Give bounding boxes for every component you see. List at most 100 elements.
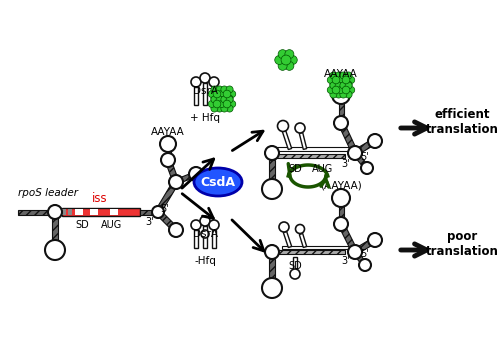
Polygon shape	[52, 212, 58, 242]
Polygon shape	[18, 210, 55, 215]
Polygon shape	[272, 147, 360, 151]
Circle shape	[335, 81, 342, 88]
Bar	[110, 209, 118, 215]
Circle shape	[288, 56, 297, 64]
Polygon shape	[353, 152, 369, 170]
Circle shape	[285, 61, 294, 71]
Polygon shape	[354, 138, 376, 156]
Circle shape	[226, 96, 233, 103]
Ellipse shape	[194, 168, 242, 196]
Circle shape	[211, 96, 218, 103]
Circle shape	[169, 223, 183, 237]
Circle shape	[160, 136, 176, 152]
Polygon shape	[175, 172, 197, 184]
Circle shape	[226, 95, 233, 102]
Circle shape	[152, 206, 164, 218]
Circle shape	[345, 91, 352, 98]
Circle shape	[332, 86, 350, 104]
Circle shape	[48, 205, 62, 219]
Circle shape	[208, 91, 215, 98]
Circle shape	[330, 82, 337, 89]
Circle shape	[191, 220, 201, 230]
Circle shape	[342, 76, 350, 84]
Polygon shape	[354, 237, 376, 255]
Circle shape	[361, 162, 373, 174]
Circle shape	[45, 240, 65, 260]
Text: poor
translation: poor translation	[426, 230, 498, 258]
Circle shape	[290, 269, 300, 279]
Text: -Hfq: -Hfq	[194, 256, 216, 266]
Circle shape	[229, 100, 236, 107]
Circle shape	[223, 100, 231, 108]
Polygon shape	[338, 223, 357, 253]
Circle shape	[332, 76, 340, 84]
Circle shape	[221, 86, 228, 93]
Text: 3': 3'	[342, 256, 350, 266]
Circle shape	[348, 146, 362, 160]
Bar	[62, 208, 140, 216]
Circle shape	[216, 95, 223, 102]
Circle shape	[223, 90, 231, 98]
Polygon shape	[269, 160, 275, 181]
Circle shape	[332, 189, 350, 207]
Circle shape	[281, 55, 291, 65]
Circle shape	[265, 146, 279, 160]
Text: CsdA: CsdA	[200, 176, 235, 188]
Circle shape	[340, 81, 347, 88]
Polygon shape	[269, 259, 275, 280]
Circle shape	[334, 116, 348, 130]
Circle shape	[213, 90, 221, 98]
Circle shape	[216, 96, 223, 103]
Circle shape	[338, 86, 345, 94]
Polygon shape	[282, 131, 292, 149]
Bar	[62, 209, 66, 215]
Polygon shape	[212, 230, 216, 248]
Circle shape	[211, 86, 218, 93]
Circle shape	[348, 86, 355, 94]
Circle shape	[327, 86, 334, 94]
Polygon shape	[282, 245, 360, 248]
Polygon shape	[140, 210, 158, 215]
Circle shape	[169, 175, 183, 189]
Circle shape	[345, 72, 352, 79]
Text: DsrA: DsrA	[192, 86, 218, 96]
Circle shape	[348, 245, 362, 259]
Circle shape	[191, 77, 201, 87]
Circle shape	[340, 91, 347, 98]
Circle shape	[278, 61, 287, 71]
Bar	[68, 209, 72, 215]
Text: (AAYAA): (AAYAA)	[320, 180, 362, 190]
Circle shape	[262, 278, 282, 298]
Polygon shape	[194, 230, 198, 248]
Circle shape	[219, 91, 226, 98]
Circle shape	[218, 100, 225, 107]
Text: efficient
translation: efficient translation	[426, 108, 498, 136]
Circle shape	[330, 72, 337, 79]
Polygon shape	[300, 234, 306, 247]
Circle shape	[229, 91, 236, 98]
Polygon shape	[212, 87, 216, 105]
Circle shape	[337, 86, 344, 94]
Text: SD: SD	[288, 164, 302, 174]
Circle shape	[332, 86, 340, 94]
Polygon shape	[293, 257, 297, 270]
Circle shape	[279, 222, 289, 232]
Polygon shape	[194, 87, 198, 105]
Text: AUG: AUG	[102, 220, 122, 230]
Circle shape	[219, 100, 226, 107]
Circle shape	[368, 233, 382, 247]
Bar	[75, 209, 83, 215]
Circle shape	[368, 134, 382, 148]
Circle shape	[200, 216, 210, 226]
Circle shape	[327, 77, 334, 83]
Circle shape	[330, 81, 337, 88]
Circle shape	[221, 96, 228, 103]
Circle shape	[216, 86, 223, 93]
Circle shape	[221, 105, 228, 112]
Circle shape	[226, 105, 233, 112]
Circle shape	[211, 105, 218, 112]
Circle shape	[262, 179, 282, 199]
Polygon shape	[165, 159, 179, 183]
Circle shape	[213, 100, 221, 108]
Circle shape	[221, 95, 228, 102]
